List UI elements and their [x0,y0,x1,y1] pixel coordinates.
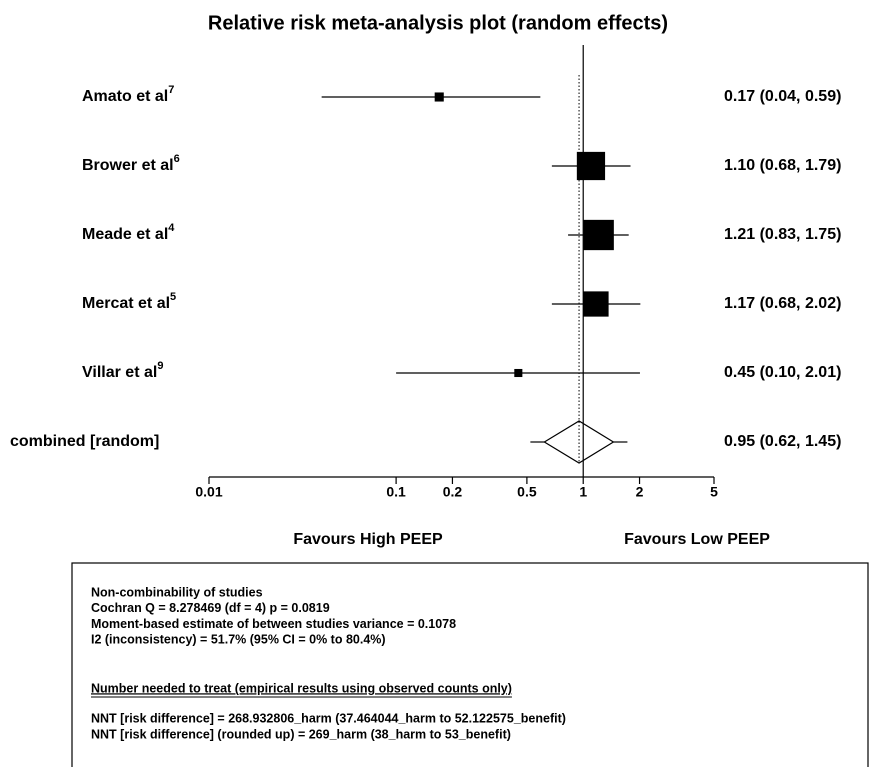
study-label: Amato et al7 [82,84,174,105]
x-label-right: Favours Low PEEP [624,531,770,548]
combined-diamond [543,420,615,464]
x-tick-label: 0.01 [195,484,222,500]
study-ref: 4 [168,222,175,234]
estimate-box [434,92,444,102]
study-name: Villar et al [82,364,157,381]
nnt-heading: Number needed to treat (empirical result… [91,681,512,695]
x-label-left: Favours High PEEP [293,531,443,548]
study-name: Mercat et al [82,295,170,312]
estimate-box [583,219,614,251]
study-name: Brower et al [82,157,174,174]
stats-box [71,562,869,767]
study-ref: 5 [170,291,176,303]
x-tick-label: 5 [710,484,718,500]
study-name: Meade et al [82,226,168,243]
value-label: 0.95 (0.62, 1.45) [724,433,841,450]
x-tick-label: 2 [636,484,644,500]
stats-line: Cochran Q = 8.278469 (df = 4) p = 0.0819 [91,601,330,615]
chart-title: Relative risk meta-analysis plot (random… [208,12,668,34]
study-label: Brower et al6 [82,153,180,174]
study-label: Meade et al4 [82,222,175,243]
study-ref: 6 [174,153,180,165]
x-tick-label: 0.2 [443,484,463,500]
x-tick-label: 0.5 [517,484,537,500]
study-ref: 9 [157,360,163,372]
stats-line: Moment-based estimate of between studies… [91,617,456,631]
study-name: Amato et al [82,88,168,105]
stats-line: Non-combinability of studies [91,585,263,599]
value-label: 0.17 (0.04, 0.59) [724,88,841,105]
estimate-box [583,291,609,317]
value-label: 1.21 (0.83, 1.75) [724,226,841,243]
value-label: 1.17 (0.68, 2.02) [724,295,841,312]
stats-line: I2 (inconsistency) = 51.7% (95% CI = 0% … [91,633,386,647]
study-label: Villar et al9 [82,360,163,381]
combined-label: combined [random] [10,433,159,450]
estimate-box [514,368,523,378]
nnt-line: NNT [risk difference] = 268.932806_harm … [91,711,566,725]
x-tick-label: 0.1 [386,484,406,500]
value-label: 1.10 (0.68, 1.79) [724,157,841,174]
x-tick-label: 1 [579,484,587,500]
value-label: 0.45 (0.10, 2.01) [724,364,841,381]
study-label: Mercat et al5 [82,291,176,312]
study-ref: 7 [168,84,174,96]
nnt-line: NNT [risk difference] (rounded up) = 269… [91,727,511,741]
estimate-box [576,151,606,181]
